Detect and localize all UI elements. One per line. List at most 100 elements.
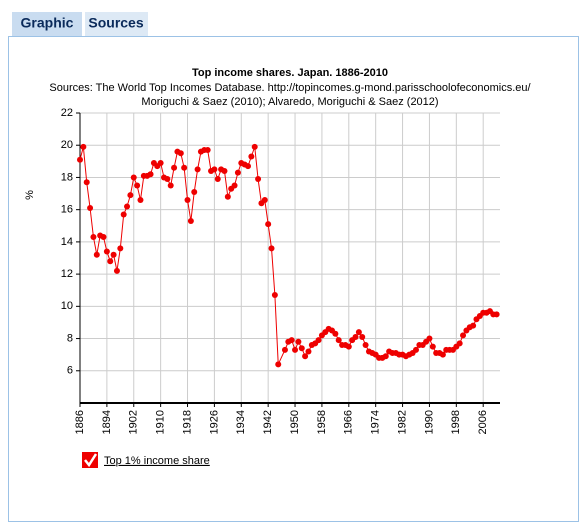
x-tick-label: 1974 — [370, 410, 382, 434]
data-point — [184, 197, 191, 203]
data-point — [248, 153, 255, 160]
data-point — [456, 340, 463, 347]
y-tick-label: 6 — [67, 365, 73, 377]
y-tick-label: 10 — [61, 300, 73, 312]
data-point — [345, 343, 352, 350]
x-tick-label: 2006 — [477, 410, 489, 434]
y-tick-label: 22 — [61, 107, 73, 119]
data-point — [295, 338, 302, 345]
data-point — [177, 150, 184, 157]
x-tick-label: 1886 — [74, 410, 86, 434]
data-point — [275, 361, 282, 368]
data-point — [90, 234, 97, 241]
data-point — [352, 333, 359, 340]
series-line — [79, 146, 497, 365]
data-point — [124, 203, 131, 210]
data-point — [181, 164, 188, 171]
y-tick-label: 20 — [61, 139, 73, 151]
data-point — [187, 217, 194, 224]
data-point — [359, 333, 366, 340]
data-point — [80, 143, 87, 150]
x-tick-label: 1942 — [262, 410, 274, 434]
data-point — [251, 143, 258, 150]
panel — [8, 36, 579, 522]
data-point — [439, 351, 446, 358]
tab-bg — [85, 12, 148, 36]
data-point — [221, 168, 228, 174]
y-tick-label: 16 — [61, 204, 73, 216]
data-point — [103, 248, 110, 255]
data-point — [191, 188, 198, 195]
data-point — [281, 346, 288, 353]
data-point — [271, 292, 278, 299]
x-tick-label: 1902 — [128, 410, 140, 434]
data-point — [413, 346, 419, 353]
legend-label[interactable]: Top 1% income share — [104, 455, 210, 467]
data-point — [234, 169, 241, 176]
data-point — [470, 322, 477, 329]
data-point — [335, 337, 342, 344]
data-point — [171, 164, 178, 171]
x-tick-label: 1894 — [101, 410, 113, 434]
subtitle: Moriguchi & Saez (2010); Alvaredo, Morig… — [141, 96, 438, 108]
data-point — [426, 335, 433, 342]
data-point — [305, 348, 312, 355]
x-tick-label: 1918 — [181, 410, 193, 434]
data-point — [292, 346, 299, 353]
data-point — [211, 166, 218, 173]
data-point — [93, 251, 100, 258]
data-point — [245, 163, 251, 170]
data-point — [194, 166, 201, 173]
x-tick-label: 1990 — [423, 410, 435, 434]
data-point — [298, 345, 305, 352]
x-tick-label: 1958 — [316, 410, 328, 434]
data-point — [315, 337, 322, 344]
data-point — [100, 234, 107, 241]
data-point — [164, 176, 171, 183]
data-point — [268, 245, 275, 252]
data-point — [77, 156, 83, 163]
data-point — [127, 192, 134, 199]
tab[interactable]: Sources — [88, 15, 143, 31]
x-tick-label: 1926 — [208, 410, 220, 434]
data-point — [224, 193, 231, 200]
data-point — [362, 342, 369, 348]
data-point — [261, 197, 268, 203]
data-point — [113, 267, 120, 274]
data-point — [147, 171, 154, 178]
y-axis-label: % — [24, 190, 36, 200]
x-tick-label: 1966 — [343, 410, 355, 434]
tab[interactable]: Graphic — [21, 15, 74, 31]
data-point — [167, 182, 174, 189]
subtitle: Sources: The World Top Incomes Database.… — [49, 82, 531, 94]
data-point — [134, 182, 141, 189]
data-point — [265, 221, 272, 228]
data-point — [120, 211, 127, 218]
y-tick-label: 14 — [61, 236, 73, 248]
data-point — [302, 353, 309, 360]
data-point — [204, 147, 211, 154]
y-tick-label: 12 — [61, 268, 73, 280]
x-tick-label: 1998 — [450, 410, 462, 434]
data-point — [83, 179, 90, 186]
data-point — [355, 329, 362, 336]
data-point — [429, 343, 436, 350]
data-point — [460, 332, 467, 339]
data-point — [231, 182, 238, 189]
x-tick-label: 1982 — [396, 410, 408, 434]
x-tick-label: 1950 — [289, 410, 301, 434]
tab-bg — [12, 12, 82, 36]
data-point — [157, 159, 164, 166]
check-icon — [84, 453, 98, 468]
data-point — [255, 176, 262, 183]
data-point — [214, 176, 221, 183]
data-point — [493, 311, 500, 318]
data-point — [87, 205, 94, 212]
data-point — [110, 251, 117, 258]
data-point — [137, 197, 144, 203]
x-tick-label: 1934 — [235, 410, 247, 434]
x-tick-label: 1910 — [155, 410, 167, 434]
data-point — [288, 337, 295, 344]
y-tick-label: 8 — [67, 332, 73, 344]
